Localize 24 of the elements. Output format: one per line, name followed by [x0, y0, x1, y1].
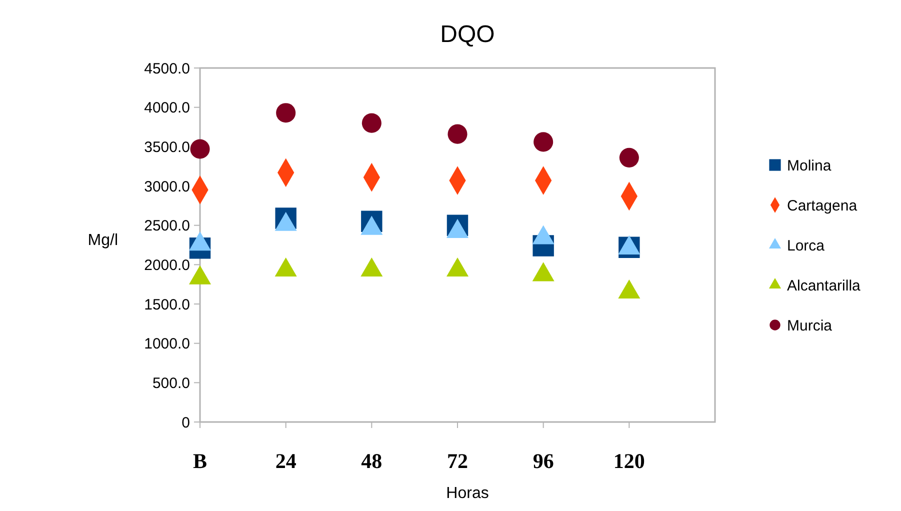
y-tick-label: 4500.0: [144, 60, 190, 78]
legend-label: Murcia: [787, 317, 833, 334]
legend-label: Lorca: [787, 237, 826, 254]
x-tick-label: 120: [613, 449, 645, 473]
x-tick-label: B: [192, 449, 208, 473]
y-tick-label: 4000.0: [144, 100, 190, 117]
legend-label: Cartagena: [787, 197, 858, 214]
x-axis-title: Horas: [446, 485, 489, 502]
x-tick-label: 48: [361, 449, 382, 473]
x-tick-label: 24: [275, 449, 297, 473]
y-axis-title: Mg/l: [88, 232, 118, 249]
y-tick-label: 2000.0: [144, 256, 190, 274]
chart-title: DQO: [440, 21, 495, 48]
x-tick-label: 96: [532, 449, 554, 473]
y-tick-label: 2500.0: [144, 218, 190, 235]
y-tick-label: 1500.0: [144, 296, 190, 314]
y-tick-label: 3000.0: [144, 178, 190, 196]
legend-label: Alcantarilla: [787, 277, 862, 294]
x-tick-label: 72: [447, 449, 468, 473]
y-tick-label: 500.0: [152, 374, 190, 392]
legend-label: Molina: [787, 157, 832, 174]
y-tick-label: 0: [182, 414, 190, 432]
y-tick-label: 1000.0: [144, 336, 190, 353]
y-tick-label: 3500.0: [144, 138, 190, 156]
